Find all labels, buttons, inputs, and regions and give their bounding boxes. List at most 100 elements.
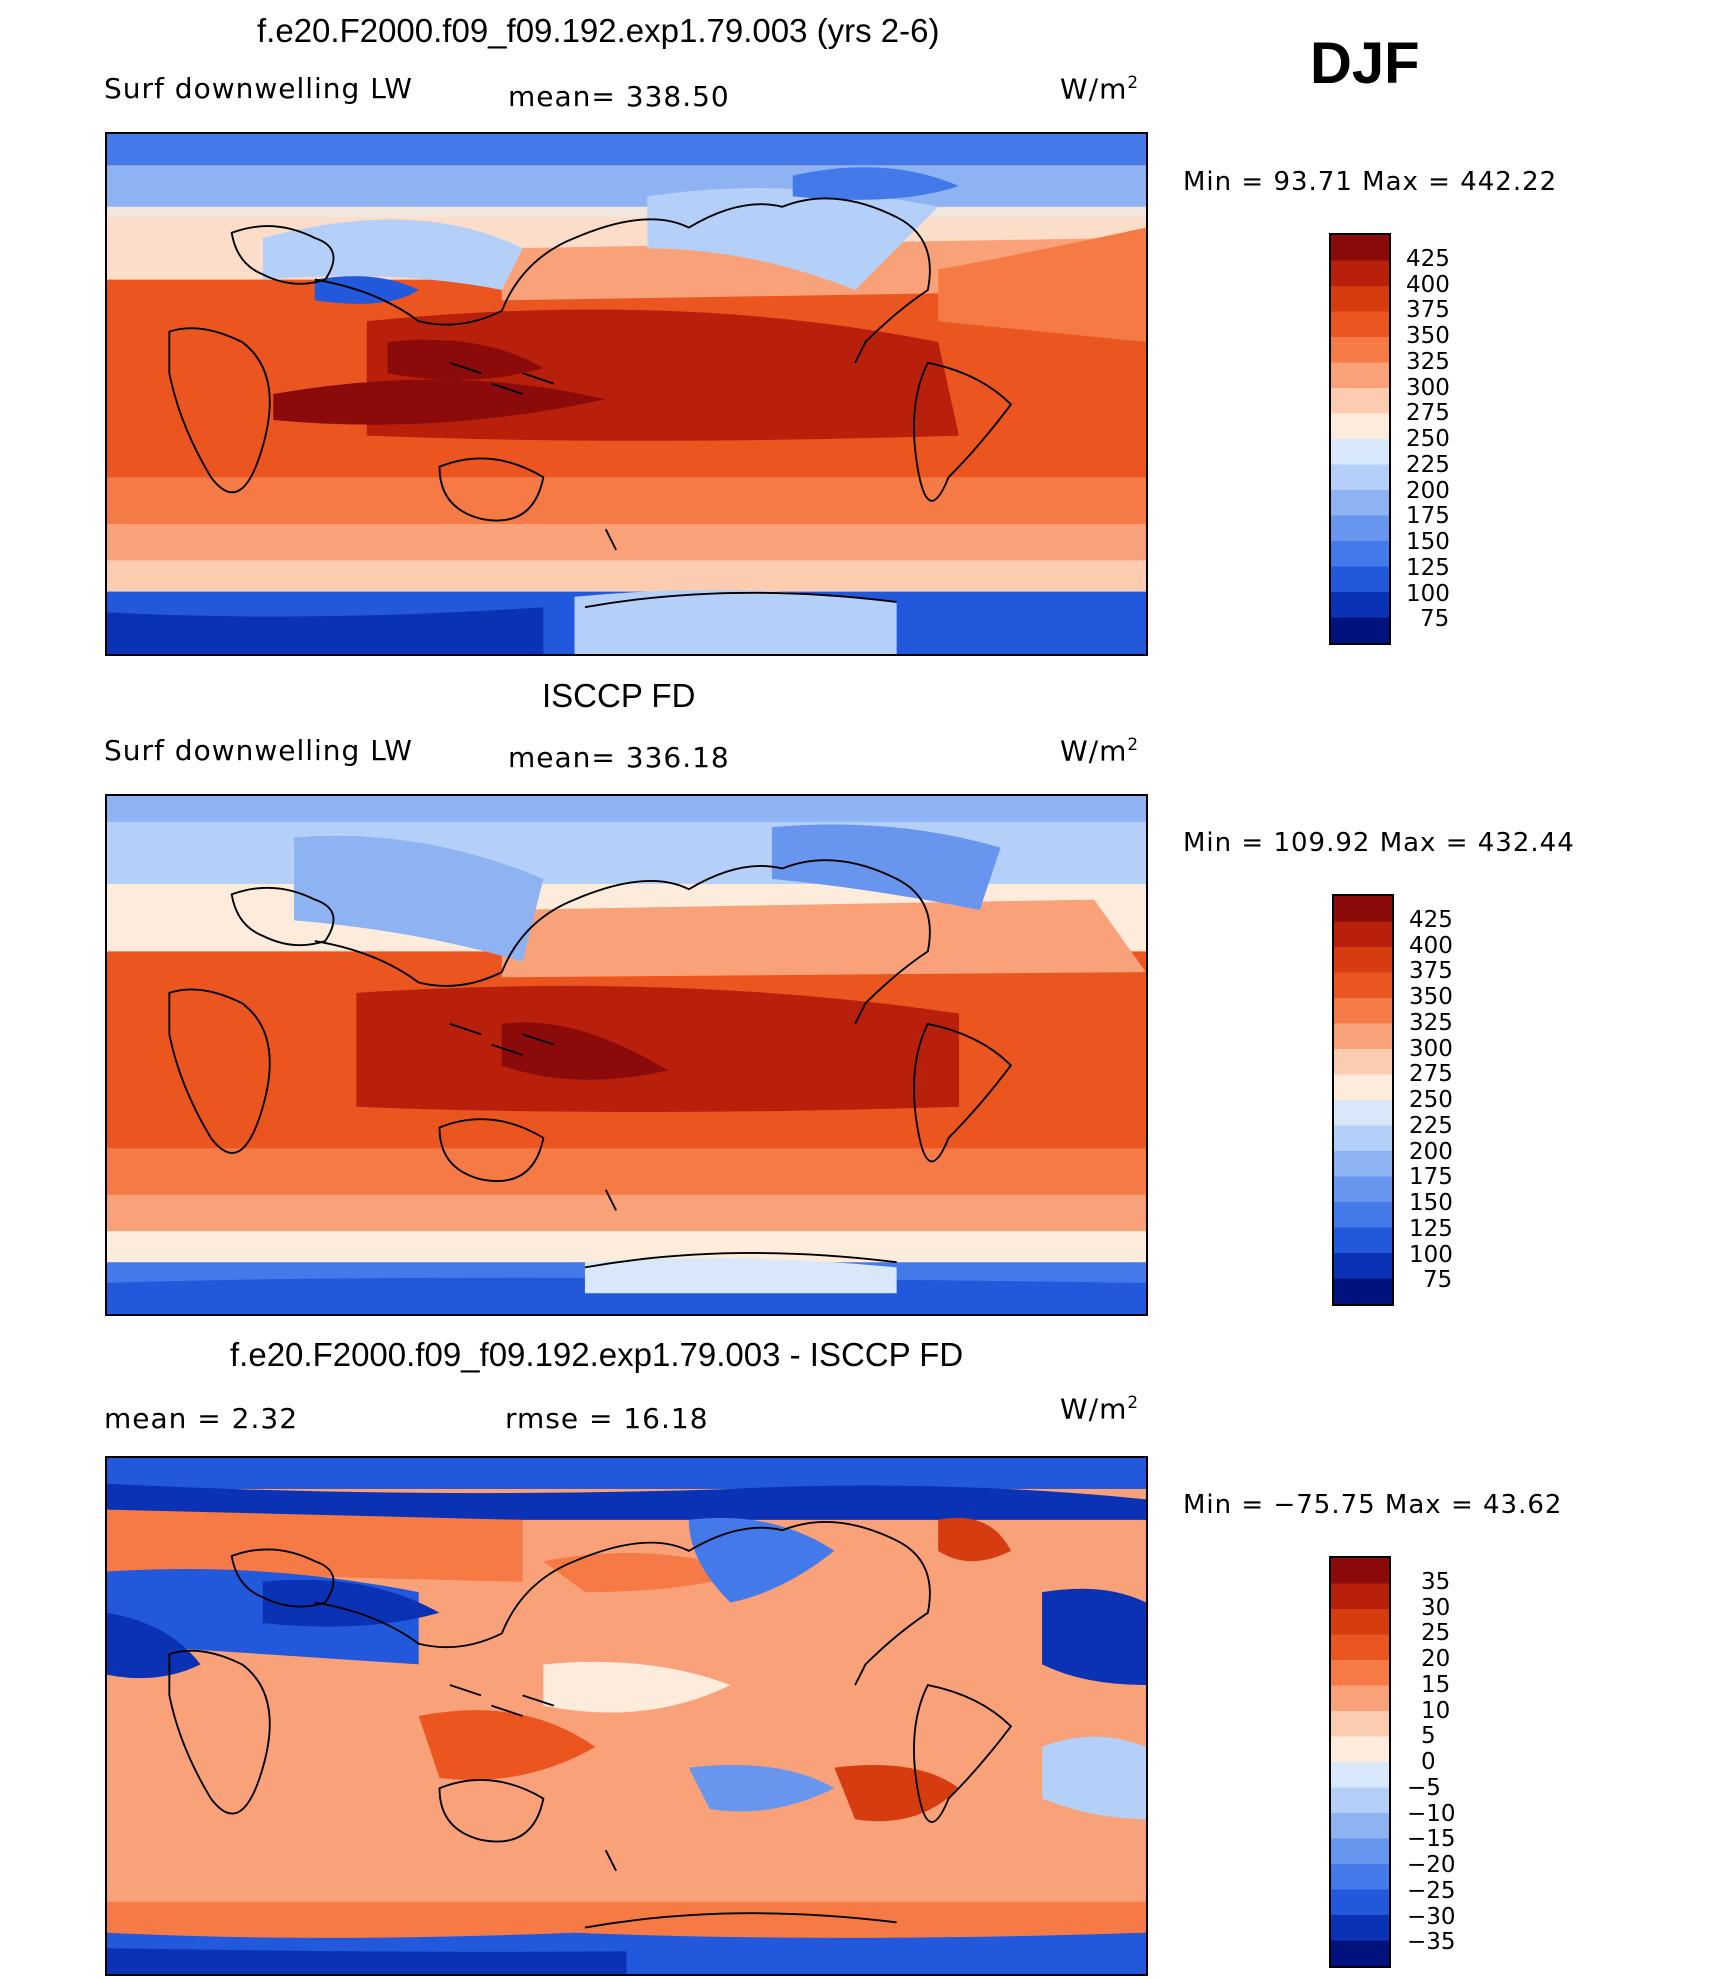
colorbar-swatch <box>1334 1125 1392 1152</box>
map-field <box>107 1458 1146 1489</box>
colorbar-tick-label: 350 <box>1409 984 1453 1010</box>
colorbar-swatch <box>1331 1864 1389 1890</box>
colorbar-tick-label: −35 <box>1407 1929 1456 1956</box>
colorbar-swatch <box>1334 947 1392 973</box>
map-field <box>356 985 959 1112</box>
map-field <box>107 1948 627 1974</box>
map-field <box>543 1661 731 1713</box>
colorbar-swatch <box>1331 541 1389 567</box>
panel1-map <box>105 132 1148 656</box>
colorbar-swatch <box>1331 1915 1389 1941</box>
colorbar-swatch <box>1331 311 1389 338</box>
panel2-map <box>105 794 1148 1316</box>
colorbar-tick-label: 425 <box>1409 906 1453 933</box>
colorbar-swatch <box>1331 286 1389 312</box>
map-field <box>107 1483 1146 1520</box>
map-field <box>501 1022 669 1080</box>
colorbar-swatch <box>1331 1583 1389 1610</box>
map-field <box>574 590 897 654</box>
colorbar-tick-label: 375 <box>1406 297 1450 324</box>
colorbar-swatch <box>1331 1787 1389 1814</box>
colorbar-tick-label: 400 <box>1409 932 1453 959</box>
colorbar-swatch <box>1331 362 1389 389</box>
map-field <box>107 1148 1146 1201</box>
colorbar-tick-label: 400 <box>1406 271 1450 298</box>
colorbar-swatch <box>1331 337 1389 363</box>
colorbar-tick-label: 150 <box>1406 529 1450 555</box>
colorbar-swatch <box>1331 235 1389 261</box>
colorbar-swatch <box>1331 1660 1389 1686</box>
colorbar-swatch <box>1334 1151 1392 1177</box>
colorbar-tick-label: 5 <box>1421 1723 1436 1750</box>
panel2-title: ISCCP FD <box>542 677 696 714</box>
colorbar-tick-label: 200 <box>1409 1138 1453 1165</box>
colorbar-tick-label: 20 <box>1421 1646 1451 1672</box>
colorbar-tick-label: 425 <box>1406 245 1450 272</box>
panel3-title: f.e20.F2000.f09_f09.192.exp1.79.003 - IS… <box>230 1336 964 1373</box>
season-label: DJF <box>1310 31 1420 96</box>
colorbar-tick-label: 250 <box>1406 426 1450 452</box>
colorbar-swatch <box>1331 1685 1389 1712</box>
panel1-variable-label: Surf downwelling LW <box>104 72 413 105</box>
panel3-colorbar <box>1329 1556 1391 1968</box>
colorbar-swatch <box>1334 1253 1392 1279</box>
panel3-mean-label: mean = 2.32 <box>104 1402 299 1435</box>
map-field <box>771 824 1001 910</box>
panel3-rmse-label: rmse = 16.18 <box>505 1402 709 1435</box>
panel3-minmax: Min = −75.75 Max = 43.62 <box>1183 1490 1563 1520</box>
map-field <box>938 1517 1011 1562</box>
map-field <box>387 339 544 380</box>
colorbar-tick-label: 300 <box>1406 374 1450 401</box>
colorbar-tick-label: 125 <box>1409 1215 1453 1242</box>
colorbar-tick-label: 275 <box>1406 400 1450 427</box>
colorbar-swatch <box>1331 1838 1389 1865</box>
colorbar-swatch <box>1331 617 1389 643</box>
map-field <box>107 1231 1146 1268</box>
map-field <box>1042 1588 1146 1686</box>
map-field <box>418 1710 596 1780</box>
map-field <box>314 276 419 304</box>
colorbar-swatch <box>1331 388 1389 414</box>
colorbar-tick-label: 100 <box>1406 580 1450 607</box>
colorbar-swatch <box>1334 1176 1392 1203</box>
colorbar-swatch <box>1331 464 1389 491</box>
colorbar-swatch <box>1331 1889 1389 1916</box>
colorbar-swatch <box>1331 1558 1389 1584</box>
panel1-mean-label: mean= 338.50 <box>508 80 730 113</box>
map-field <box>792 167 959 200</box>
colorbar-swatch <box>1334 998 1392 1024</box>
colorbar-swatch <box>1334 1023 1392 1050</box>
colorbar-tick-label: 75 <box>1423 1267 1453 1294</box>
map-field <box>938 227 1146 342</box>
map-field <box>107 607 544 654</box>
colorbar-tick-label: −15 <box>1407 1826 1456 1853</box>
colorbar-swatch <box>1331 1762 1389 1788</box>
colorbar-tick-label: 0 <box>1421 1749 1436 1775</box>
colorbar-tick-label: −20 <box>1407 1852 1456 1878</box>
colorbar-tick-label: 250 <box>1409 1087 1453 1113</box>
panel3-units: W/m2 <box>1060 1392 1140 1426</box>
colorbar-tick-label: −5 <box>1407 1774 1441 1801</box>
colorbar-swatch <box>1334 1049 1392 1075</box>
colorbar-swatch <box>1334 896 1392 922</box>
colorbar-swatch <box>1331 1634 1389 1661</box>
panel1-colorbar <box>1329 233 1391 645</box>
panel3-map <box>105 1456 1148 1976</box>
map-field <box>273 379 606 425</box>
colorbar-swatch <box>1334 1074 1392 1101</box>
colorbar-tick-label: −30 <box>1407 1903 1456 1930</box>
colorbar-tick-label: 200 <box>1406 477 1450 504</box>
map-field <box>107 1194 1146 1237</box>
colorbar-swatch <box>1334 1100 1392 1126</box>
colorbar-tick-label: 350 <box>1406 323 1450 349</box>
colorbar-tick-label: 25 <box>1421 1620 1451 1647</box>
panel1-minmax: Min = 93.71 Max = 442.22 <box>1183 167 1558 197</box>
map-field <box>647 188 939 290</box>
map-field <box>107 1612 201 1679</box>
colorbar-tick-label: −25 <box>1407 1877 1456 1904</box>
colorbar-tick-label: 10 <box>1421 1697 1451 1724</box>
colorbar-tick-label: 150 <box>1409 1190 1453 1216</box>
colorbar-tick-label: 225 <box>1409 1112 1453 1139</box>
panel2-minmax: Min = 109.92 Max = 432.44 <box>1183 828 1575 858</box>
colorbar-swatch <box>1331 260 1389 287</box>
